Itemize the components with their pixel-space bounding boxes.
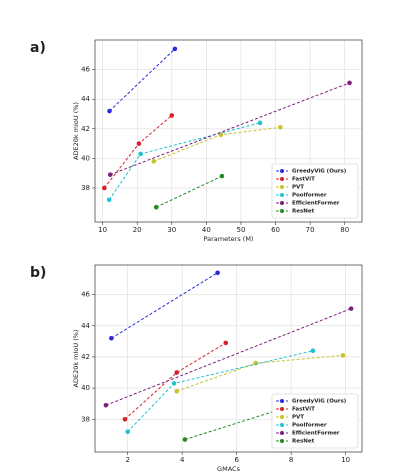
data-point	[182, 437, 188, 442]
y-tick-label: 44	[81, 95, 90, 103]
x-axis-label: Parameters (M)	[204, 235, 254, 243]
legend-marker	[280, 407, 284, 411]
data-point	[219, 173, 225, 179]
legend-marker	[280, 415, 284, 419]
data-point	[102, 185, 107, 191]
x-tick-label: 30	[167, 226, 176, 234]
x-tick-label: 6	[234, 456, 239, 464]
x-tick-label: 10	[341, 456, 350, 464]
x-tick-label: 50	[236, 226, 245, 234]
legend-box	[271, 163, 359, 219]
data-point	[109, 335, 114, 341]
legend-marker	[280, 209, 284, 213]
legend-marker	[280, 431, 284, 435]
x-tick-label: 2	[125, 456, 129, 464]
legend-label: EfficientFormer	[292, 431, 340, 437]
data-point	[107, 172, 113, 177]
data-point	[310, 348, 316, 354]
y-tick-label: 40	[81, 384, 90, 392]
series-line	[110, 82, 350, 176]
legend-marker	[280, 185, 284, 189]
x-tick-label: 20	[133, 226, 142, 234]
series-line	[124, 342, 227, 420]
data-point	[107, 108, 112, 114]
legend-label: Poolformer	[292, 193, 327, 199]
data-point	[153, 204, 159, 210]
legend-marker	[280, 439, 284, 443]
series-line	[153, 126, 281, 162]
y-tick-label: 38	[81, 415, 90, 423]
series-line	[111, 272, 218, 339]
plot-frame	[94, 39, 363, 223]
legend-marker	[280, 399, 284, 403]
x-tick-label: 80	[340, 226, 349, 234]
data-point	[278, 125, 283, 130]
series-line	[109, 48, 176, 112]
data-point	[215, 270, 220, 276]
data-point	[169, 113, 175, 118]
data-point	[348, 306, 354, 311]
y-axis-label: ADE20k mIoU (%)	[72, 102, 80, 160]
data-point	[257, 120, 263, 126]
legend-label: ResNet	[292, 439, 315, 445]
y-axis-label: ADE20k mIoU (%)	[72, 330, 80, 388]
legend-marker	[280, 423, 284, 427]
plot-frame	[94, 264, 363, 453]
data-point	[340, 353, 346, 358]
data-point	[171, 381, 177, 386]
x-tick-label: 40	[202, 226, 211, 234]
legend-label: GreedyViG (Ours)	[292, 169, 347, 175]
legend-label: Poolformer	[292, 423, 327, 429]
x-tick-label: 70	[306, 226, 315, 234]
data-point	[136, 141, 142, 146]
x-tick-label: 4	[180, 456, 185, 464]
series-line	[105, 308, 352, 406]
y-tick-label: 46	[81, 291, 90, 299]
legend-marker	[280, 193, 284, 197]
legend-label: FastViT	[292, 177, 315, 183]
data-point	[253, 360, 259, 366]
data-point	[151, 159, 157, 164]
data-point	[122, 416, 128, 422]
x-tick-label: 60	[271, 226, 280, 234]
data-point	[138, 151, 143, 157]
y-tick-label: 46	[81, 66, 90, 74]
series-line	[184, 406, 289, 441]
legend-marker	[280, 177, 284, 181]
data-point	[106, 197, 112, 203]
y-tick-label: 40	[81, 154, 90, 162]
x-tick-label: 8	[289, 456, 293, 464]
panel-label: b)	[30, 265, 46, 281]
data-point	[125, 429, 130, 435]
data-point	[347, 80, 352, 86]
legend-label: EfficientFormer	[292, 201, 340, 207]
legend-label: GreedyViG (Ours)	[292, 399, 347, 405]
y-tick-label: 42	[81, 125, 90, 133]
x-axis-label: GMACs	[217, 465, 241, 472]
legend-box	[271, 393, 359, 449]
data-point	[103, 402, 109, 408]
y-tick-label: 42	[81, 353, 90, 361]
y-tick-label: 38	[81, 184, 90, 192]
legend-label: ResNet	[292, 209, 315, 215]
legend-marker	[280, 201, 284, 205]
legend-marker	[280, 169, 284, 173]
legend-label: FastViT	[292, 407, 315, 413]
legend-label: PVT	[292, 415, 304, 421]
series-line	[103, 115, 173, 189]
panel-label: a)	[30, 40, 46, 56]
x-tick-label: 10	[98, 226, 107, 234]
legend-label: PVT	[292, 185, 304, 191]
data-point	[172, 46, 178, 52]
data-point	[223, 340, 229, 346]
series-line	[156, 175, 223, 208]
data-point	[174, 388, 180, 394]
y-tick-label: 44	[81, 322, 90, 330]
series-line	[176, 354, 343, 392]
data-point	[174, 370, 180, 375]
